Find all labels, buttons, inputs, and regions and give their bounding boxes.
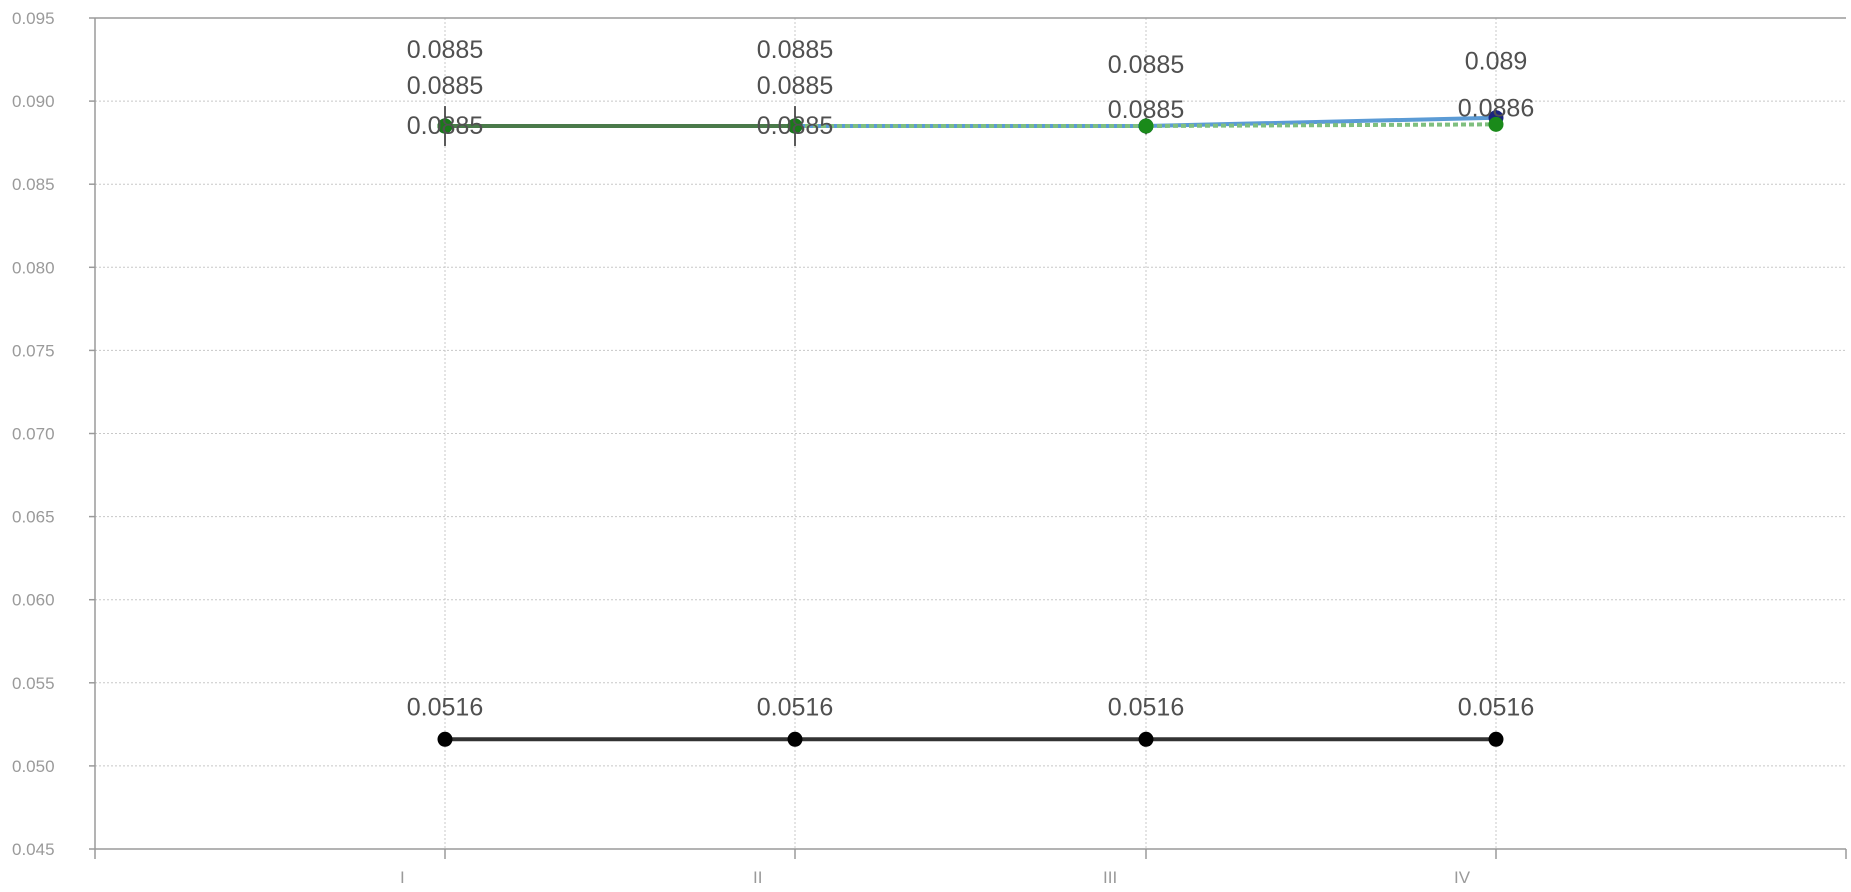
y-tick-label: 0.065 <box>12 508 55 527</box>
y-tick-label: 0.055 <box>12 674 55 693</box>
y-tick-label: 0.085 <box>12 175 55 194</box>
x-tick-label: III <box>1103 868 1117 887</box>
y-tick-label: 0.060 <box>12 591 55 610</box>
y-tick-label: 0.095 <box>12 9 55 28</box>
data-point <box>1138 731 1154 747</box>
data-labels: 0.0885 0.0885 0.0885 0.089 0.0885 0.0885 0.088… <box>407 36 1534 721</box>
y-tick-label: 0.080 <box>12 258 55 277</box>
data-label: 0.089 <box>1465 48 1528 76</box>
data-label: 0.0516 <box>1458 693 1534 721</box>
data-label: 0.0885 <box>757 36 833 64</box>
series-group <box>437 106 1504 747</box>
series-line <box>445 122 1497 129</box>
data-point <box>787 118 803 134</box>
data-label: 0.0885 <box>407 36 483 64</box>
data-label: 0.0886 <box>1458 94 1534 122</box>
x-tick-label: II <box>753 868 762 887</box>
axes: 0.045 0.050 0.055 0.060 0.065 0.070 0.075 0.080… <box>12 9 1847 887</box>
data-label: 0.0885 <box>757 72 833 100</box>
y-tick-label: 0.045 <box>12 840 55 859</box>
data-label: 0.0516 <box>1108 693 1184 721</box>
y-tick-label: 0.050 <box>12 757 55 776</box>
y-tick-label: 0.090 <box>12 92 55 111</box>
data-point <box>1488 116 1504 132</box>
x-tick-label: I <box>400 868 405 887</box>
data-label: 0.0516 <box>407 693 483 721</box>
data-label: 0.0516 <box>757 693 833 721</box>
data-label: 0.0885 <box>407 112 483 140</box>
data-point <box>1488 731 1504 747</box>
data-point <box>1138 118 1154 134</box>
data-label: 0.0885 <box>1108 96 1184 124</box>
y-tick-label: 0.075 <box>12 341 55 360</box>
data-point <box>787 731 803 747</box>
data-point <box>437 731 453 747</box>
data-point <box>437 118 453 134</box>
grid <box>95 17 1846 849</box>
y-tick-label: 0.070 <box>12 425 55 444</box>
x-tick-label: IV <box>1454 868 1471 887</box>
data-label: 0.0885 <box>407 72 483 100</box>
data-label: 0.0885 <box>1108 51 1184 79</box>
data-label: 0.0885 <box>757 112 833 140</box>
